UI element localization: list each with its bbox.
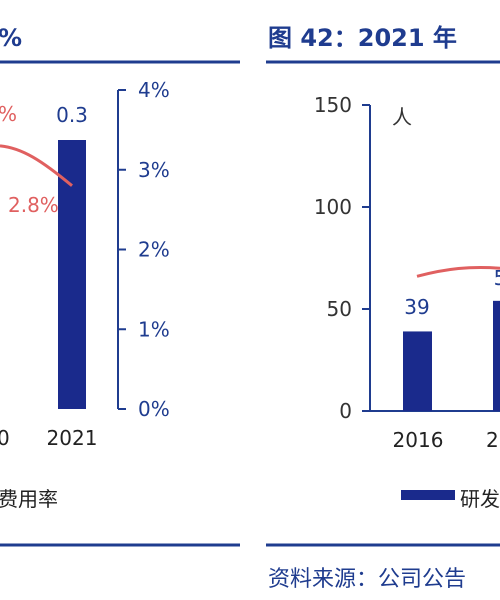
rate-label-cut: % bbox=[0, 102, 17, 126]
right-legend-text: 研发 bbox=[460, 487, 500, 511]
bar-2016 bbox=[403, 331, 432, 411]
right-axis-label: 3% bbox=[138, 158, 170, 182]
bar-2017 bbox=[493, 300, 500, 411]
legend-swatch-rd bbox=[401, 490, 455, 500]
rate-label-2021: 2.8% bbox=[8, 193, 59, 217]
y-axis-label: 0 bbox=[339, 399, 352, 423]
bar-label-2017: 5 bbox=[494, 266, 500, 290]
staff-line bbox=[416, 266, 500, 278]
left-title: % bbox=[0, 24, 22, 52]
y-axis-label: 150 bbox=[314, 93, 352, 117]
right-axis-label: 2% bbox=[138, 238, 170, 262]
unit-label: 人 bbox=[392, 105, 412, 129]
right-title: 图 42：2021 年 bbox=[268, 24, 457, 52]
bar-2021 bbox=[58, 140, 86, 409]
x-tick-cut: 0 bbox=[0, 426, 10, 450]
right-axis-label: 1% bbox=[138, 317, 170, 341]
y-axis-label: 50 bbox=[327, 297, 352, 321]
bar-label-2021: 0.3 bbox=[56, 103, 88, 127]
bar-label-2016: 39 bbox=[404, 295, 429, 319]
left-panel: % 0% 1% 2% 3% 4% 0.3 % 2.8% 0 2021 费用率 bbox=[0, 24, 240, 547]
right-axis-label: 0% bbox=[138, 397, 170, 421]
right-axis-ticks: 0 50 100 150 bbox=[314, 93, 370, 423]
x-tick-2016: 2016 bbox=[393, 428, 444, 452]
rate-line bbox=[0, 144, 73, 187]
left-legend-text: 费用率 bbox=[0, 487, 58, 511]
left-axis-ticks: 0% 1% 2% 3% 4% bbox=[118, 78, 170, 421]
right-axis-label: 4% bbox=[138, 78, 170, 102]
y-axis-label: 100 bbox=[314, 195, 352, 219]
x-tick-next: 20 bbox=[486, 428, 500, 452]
x-tick-2021: 2021 bbox=[47, 426, 98, 450]
source-note: 资料来源：公司公告 bbox=[268, 567, 466, 592]
